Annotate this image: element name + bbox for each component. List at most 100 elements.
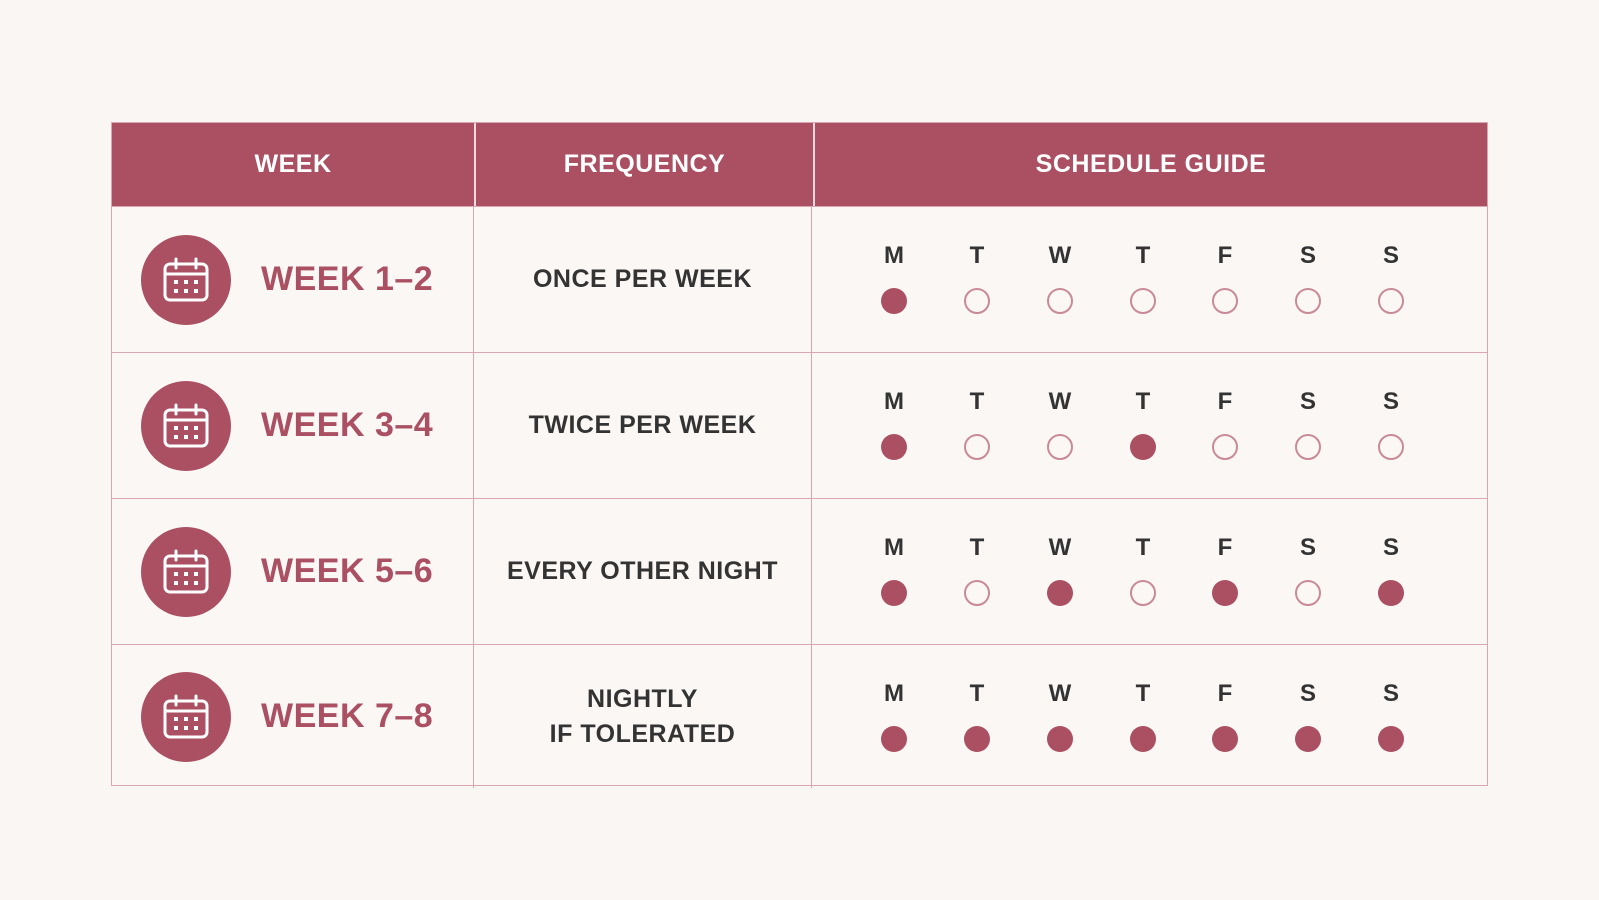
day-column: W: [1040, 241, 1080, 314]
day-column: M: [874, 533, 914, 606]
day-letter: F: [1217, 534, 1233, 561]
empty-dot: [1295, 434, 1321, 460]
header-frequency: FREQUENCY: [476, 123, 815, 206]
week-label: WEEK 1–2: [261, 260, 434, 298]
day-letter: S: [1299, 680, 1316, 707]
filled-dot: [1047, 580, 1073, 606]
frequency-text: ONCE PER WEEK: [532, 265, 753, 293]
day-letter: T: [969, 534, 985, 561]
empty-dot: [1378, 434, 1404, 460]
week-cell: WEEK 7–8: [112, 645, 474, 788]
day-column: S: [1371, 533, 1411, 606]
filled-dot: [1378, 580, 1404, 606]
day-letter: T: [969, 388, 985, 415]
calendar-icon: [141, 380, 231, 471]
day-letter: T: [1135, 388, 1151, 415]
filled-dot: [1212, 726, 1238, 752]
table-header: WEEK FREQUENCY SCHEDULE GUIDE: [112, 123, 1487, 206]
table-row: WEEK 3–4 TWICE PER WEEK M T W T F S S: [112, 352, 1487, 498]
frequency-text: NIGHTLY: [587, 684, 698, 713]
empty-dot: [1295, 288, 1321, 314]
day-letter: F: [1217, 388, 1233, 415]
day-column: S: [1288, 533, 1328, 606]
day-letter: S: [1299, 242, 1316, 269]
frequency-cell: ONCE PER WEEK: [474, 207, 812, 352]
table-row: WEEK 1–2 ONCE PER WEEK M T W T F S S: [112, 206, 1487, 352]
day-column: S: [1371, 679, 1411, 752]
week-cell: WEEK 1–2: [112, 207, 474, 352]
week-cell: WEEK 5–6: [112, 499, 474, 644]
empty-dot: [964, 288, 990, 314]
filled-dot: [1212, 580, 1238, 606]
day-column: F: [1205, 241, 1245, 314]
filled-dot: [1378, 726, 1404, 752]
calendar-icon: [141, 526, 231, 617]
day-column: T: [1123, 679, 1163, 752]
day-letter: M: [884, 680, 904, 707]
frequency-text: TWICE PER WEEK: [528, 411, 757, 439]
filled-dot: [1047, 726, 1073, 752]
filled-dot: [1130, 726, 1156, 752]
day-column: T: [1123, 533, 1163, 606]
day-letter: W: [1048, 680, 1072, 707]
day-column: T: [1123, 387, 1163, 460]
empty-dot: [1212, 434, 1238, 460]
day-column: M: [874, 241, 914, 314]
day-column: F: [1205, 533, 1245, 606]
frequency-cell: TWICE PER WEEK: [474, 353, 812, 498]
day-column: M: [874, 387, 914, 460]
day-letter: S: [1382, 680, 1399, 707]
day-column: S: [1288, 679, 1328, 752]
day-letter: M: [884, 388, 904, 415]
empty-dot: [1130, 580, 1156, 606]
filled-dot: [964, 726, 990, 752]
filled-dot: [881, 726, 907, 752]
day-column: S: [1371, 387, 1411, 460]
week-label: WEEK 3–4: [261, 406, 434, 444]
day-column: T: [957, 679, 997, 752]
empty-dot: [1047, 434, 1073, 460]
week-label: WEEK 7–8: [261, 697, 434, 735]
day-letter: T: [1135, 534, 1151, 561]
frequency-text: IF TOLERATED: [549, 719, 736, 748]
empty-dot: [1047, 288, 1073, 314]
day-letter: M: [884, 242, 904, 269]
day-letter: F: [1217, 242, 1233, 269]
filled-dot: [881, 288, 907, 314]
calendar-icon: [141, 234, 231, 325]
day-column: T: [957, 241, 997, 314]
day-letter: M: [884, 534, 904, 561]
day-letter: W: [1048, 534, 1072, 561]
table-body: WEEK 1–2 ONCE PER WEEK M T W T F S S WEEK 3–4 TWIC…: [112, 206, 1487, 788]
day-column: S: [1288, 241, 1328, 314]
day-letter: S: [1382, 534, 1399, 561]
day-column: F: [1205, 679, 1245, 752]
schedule-table: WEEK FREQUENCY SCHEDULE GUIDE WEEK 1–2 ON…: [111, 122, 1488, 788]
day-column: T: [957, 533, 997, 606]
filled-dot: [1295, 726, 1321, 752]
empty-dot: [1378, 288, 1404, 314]
empty-dot: [1295, 580, 1321, 606]
table-row: WEEK 7–8 NIGHTLY IF TOLERATED M T W T F S S: [112, 644, 1487, 788]
day-letter: T: [1135, 680, 1151, 707]
frequency-cell: EVERY OTHER NIGHT: [474, 499, 812, 644]
day-column: T: [957, 387, 997, 460]
day-letter: T: [969, 242, 985, 269]
week-cell: WEEK 3–4: [112, 353, 474, 498]
day-letter: S: [1299, 388, 1316, 415]
empty-dot: [1212, 288, 1238, 314]
filled-dot: [1130, 434, 1156, 460]
day-letter: S: [1382, 242, 1399, 269]
frequency-cell: NIGHTLY IF TOLERATED: [474, 645, 812, 788]
day-column: M: [874, 679, 914, 752]
header-week: WEEK: [112, 123, 476, 206]
filled-dot: [881, 580, 907, 606]
empty-dot: [1130, 288, 1156, 314]
day-column: W: [1040, 387, 1080, 460]
table-row: WEEK 5–6 EVERY OTHER NIGHT M T W T F S S: [112, 498, 1487, 644]
day-letter: W: [1048, 242, 1072, 269]
day-column: F: [1205, 387, 1245, 460]
